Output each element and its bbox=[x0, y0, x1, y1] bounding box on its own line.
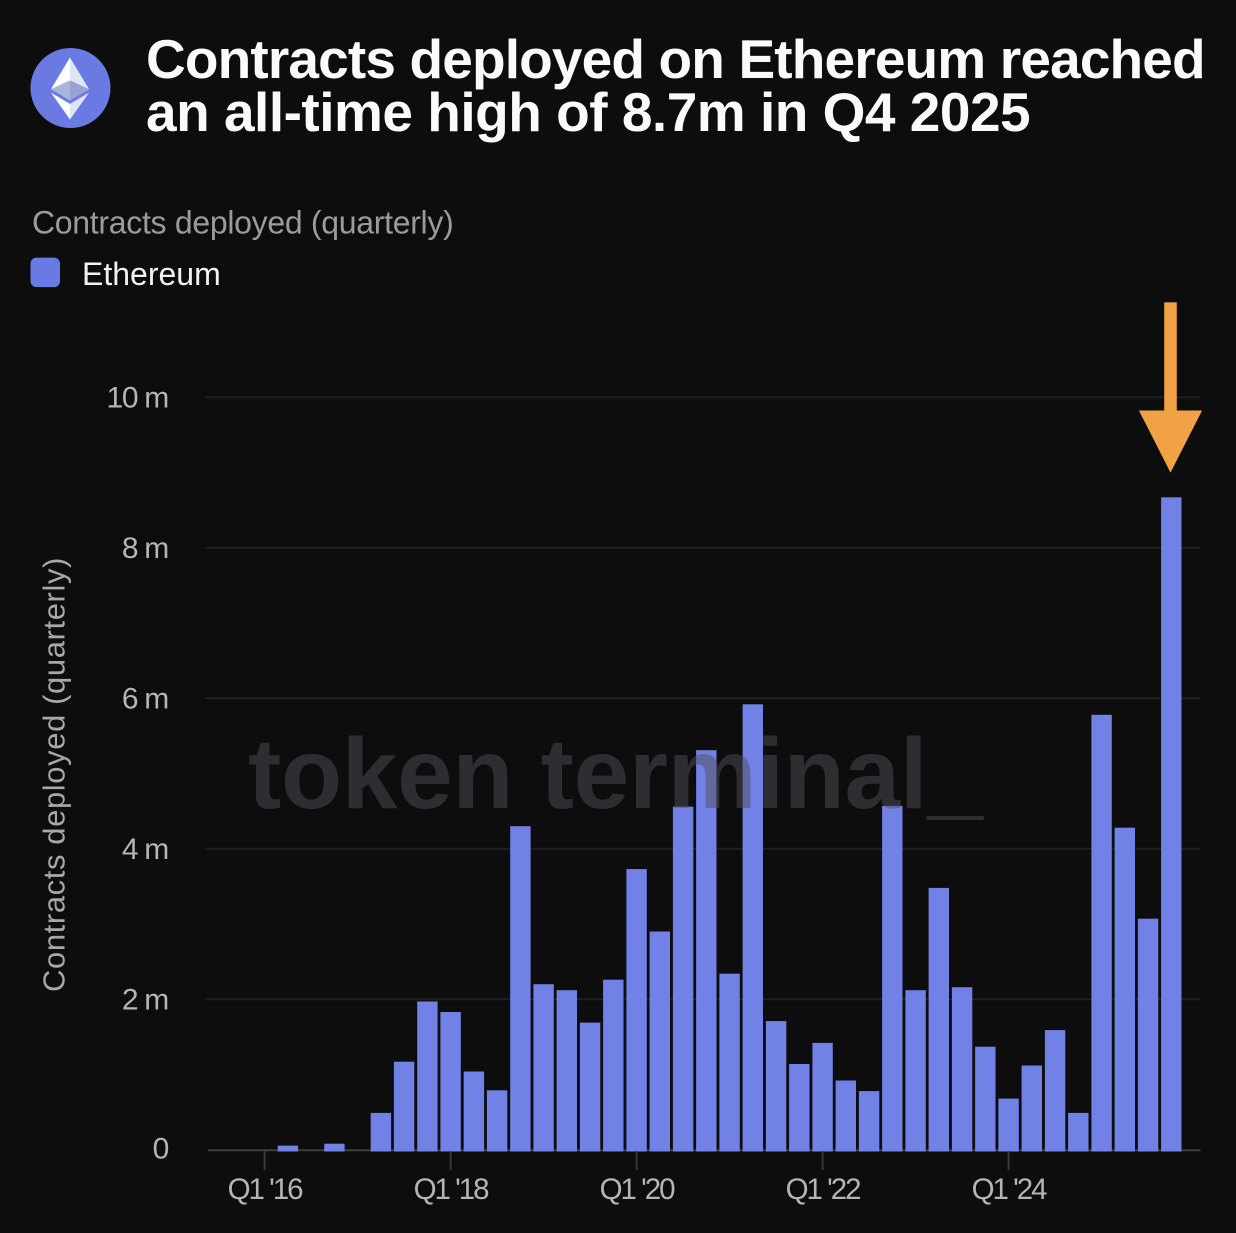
svg-text:Contracts deployed (quarterly): Contracts deployed (quarterly) bbox=[37, 557, 72, 992]
svg-text:6 m: 6 m bbox=[122, 683, 168, 716]
svg-text:Ethereum: Ethereum bbox=[82, 256, 221, 292]
svg-text:8 m: 8 m bbox=[122, 532, 168, 565]
svg-text:2 m: 2 m bbox=[122, 984, 168, 1017]
svg-text:10 m: 10 m bbox=[107, 382, 169, 415]
svg-text:Q1 '22: Q1 '22 bbox=[786, 1173, 861, 1206]
svg-text:0: 0 bbox=[153, 1133, 169, 1166]
svg-text:Q1 '24: Q1 '24 bbox=[972, 1173, 1048, 1206]
svg-text:an all-time high of 8.7m in Q4: an all-time high of 8.7m in Q4 2025 bbox=[146, 81, 1030, 143]
svg-text:4 m: 4 m bbox=[122, 833, 168, 866]
svg-text:Q1 '18: Q1 '18 bbox=[414, 1173, 490, 1206]
svg-text:Contracts deployed on Ethereum: Contracts deployed on Ethereum reached bbox=[146, 28, 1205, 90]
svg-text:Contracts deployed (quarterly): Contracts deployed (quarterly) bbox=[32, 205, 453, 241]
svg-text:Q1 '16: Q1 '16 bbox=[228, 1173, 304, 1206]
svg-text:Q1 '20: Q1 '20 bbox=[600, 1173, 676, 1206]
svg-text:token terminal_: token terminal_ bbox=[248, 718, 984, 830]
